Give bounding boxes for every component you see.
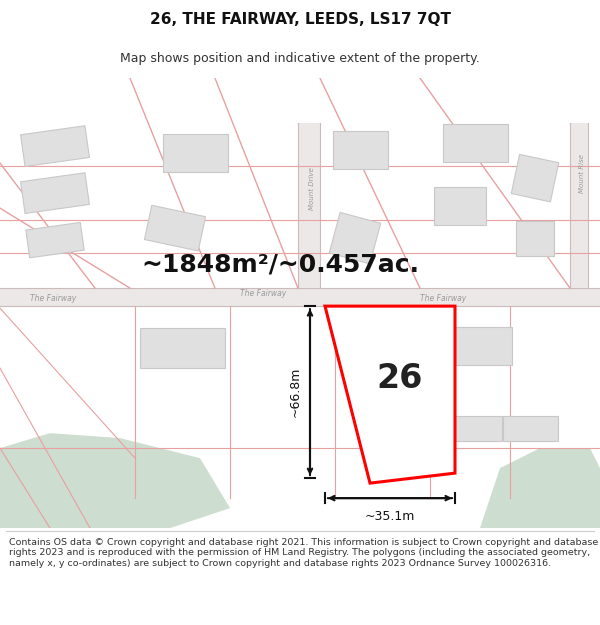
Polygon shape (434, 187, 486, 225)
Polygon shape (0, 433, 230, 528)
Text: ~66.8m: ~66.8m (289, 367, 302, 418)
Polygon shape (422, 327, 512, 365)
Polygon shape (511, 154, 559, 202)
Text: The Fairway: The Fairway (240, 289, 286, 298)
Text: 26, THE FAIRWAY, LEEDS, LS17 7QT: 26, THE FAIRWAY, LEEDS, LS17 7QT (149, 12, 451, 27)
Text: ~35.1m: ~35.1m (365, 510, 415, 523)
Text: 26: 26 (377, 362, 423, 394)
Text: Mount Drive: Mount Drive (309, 167, 315, 209)
Polygon shape (432, 416, 502, 441)
Polygon shape (26, 222, 84, 258)
Polygon shape (516, 221, 554, 256)
Text: Contains OS data © Crown copyright and database right 2021. This information is : Contains OS data © Crown copyright and d… (9, 538, 598, 568)
Polygon shape (443, 124, 508, 162)
Text: Map shows position and indicative extent of the property.: Map shows position and indicative extent… (120, 52, 480, 65)
Polygon shape (20, 173, 89, 214)
Polygon shape (20, 126, 89, 166)
Text: Mount Rise: Mount Rise (579, 154, 585, 192)
Polygon shape (329, 213, 381, 264)
Polygon shape (325, 306, 455, 483)
Polygon shape (145, 205, 206, 251)
Polygon shape (332, 131, 388, 169)
Bar (298, 123, 320, 288)
Bar (570, 123, 588, 288)
Polygon shape (480, 448, 600, 528)
Text: The Fairway: The Fairway (30, 294, 76, 302)
Polygon shape (139, 328, 224, 368)
Polygon shape (163, 134, 227, 172)
Text: The Fairway: The Fairway (420, 294, 466, 302)
Bar (0, 288, 600, 306)
Polygon shape (503, 416, 557, 441)
Text: ~1848m²/~0.457ac.: ~1848m²/~0.457ac. (141, 252, 419, 276)
